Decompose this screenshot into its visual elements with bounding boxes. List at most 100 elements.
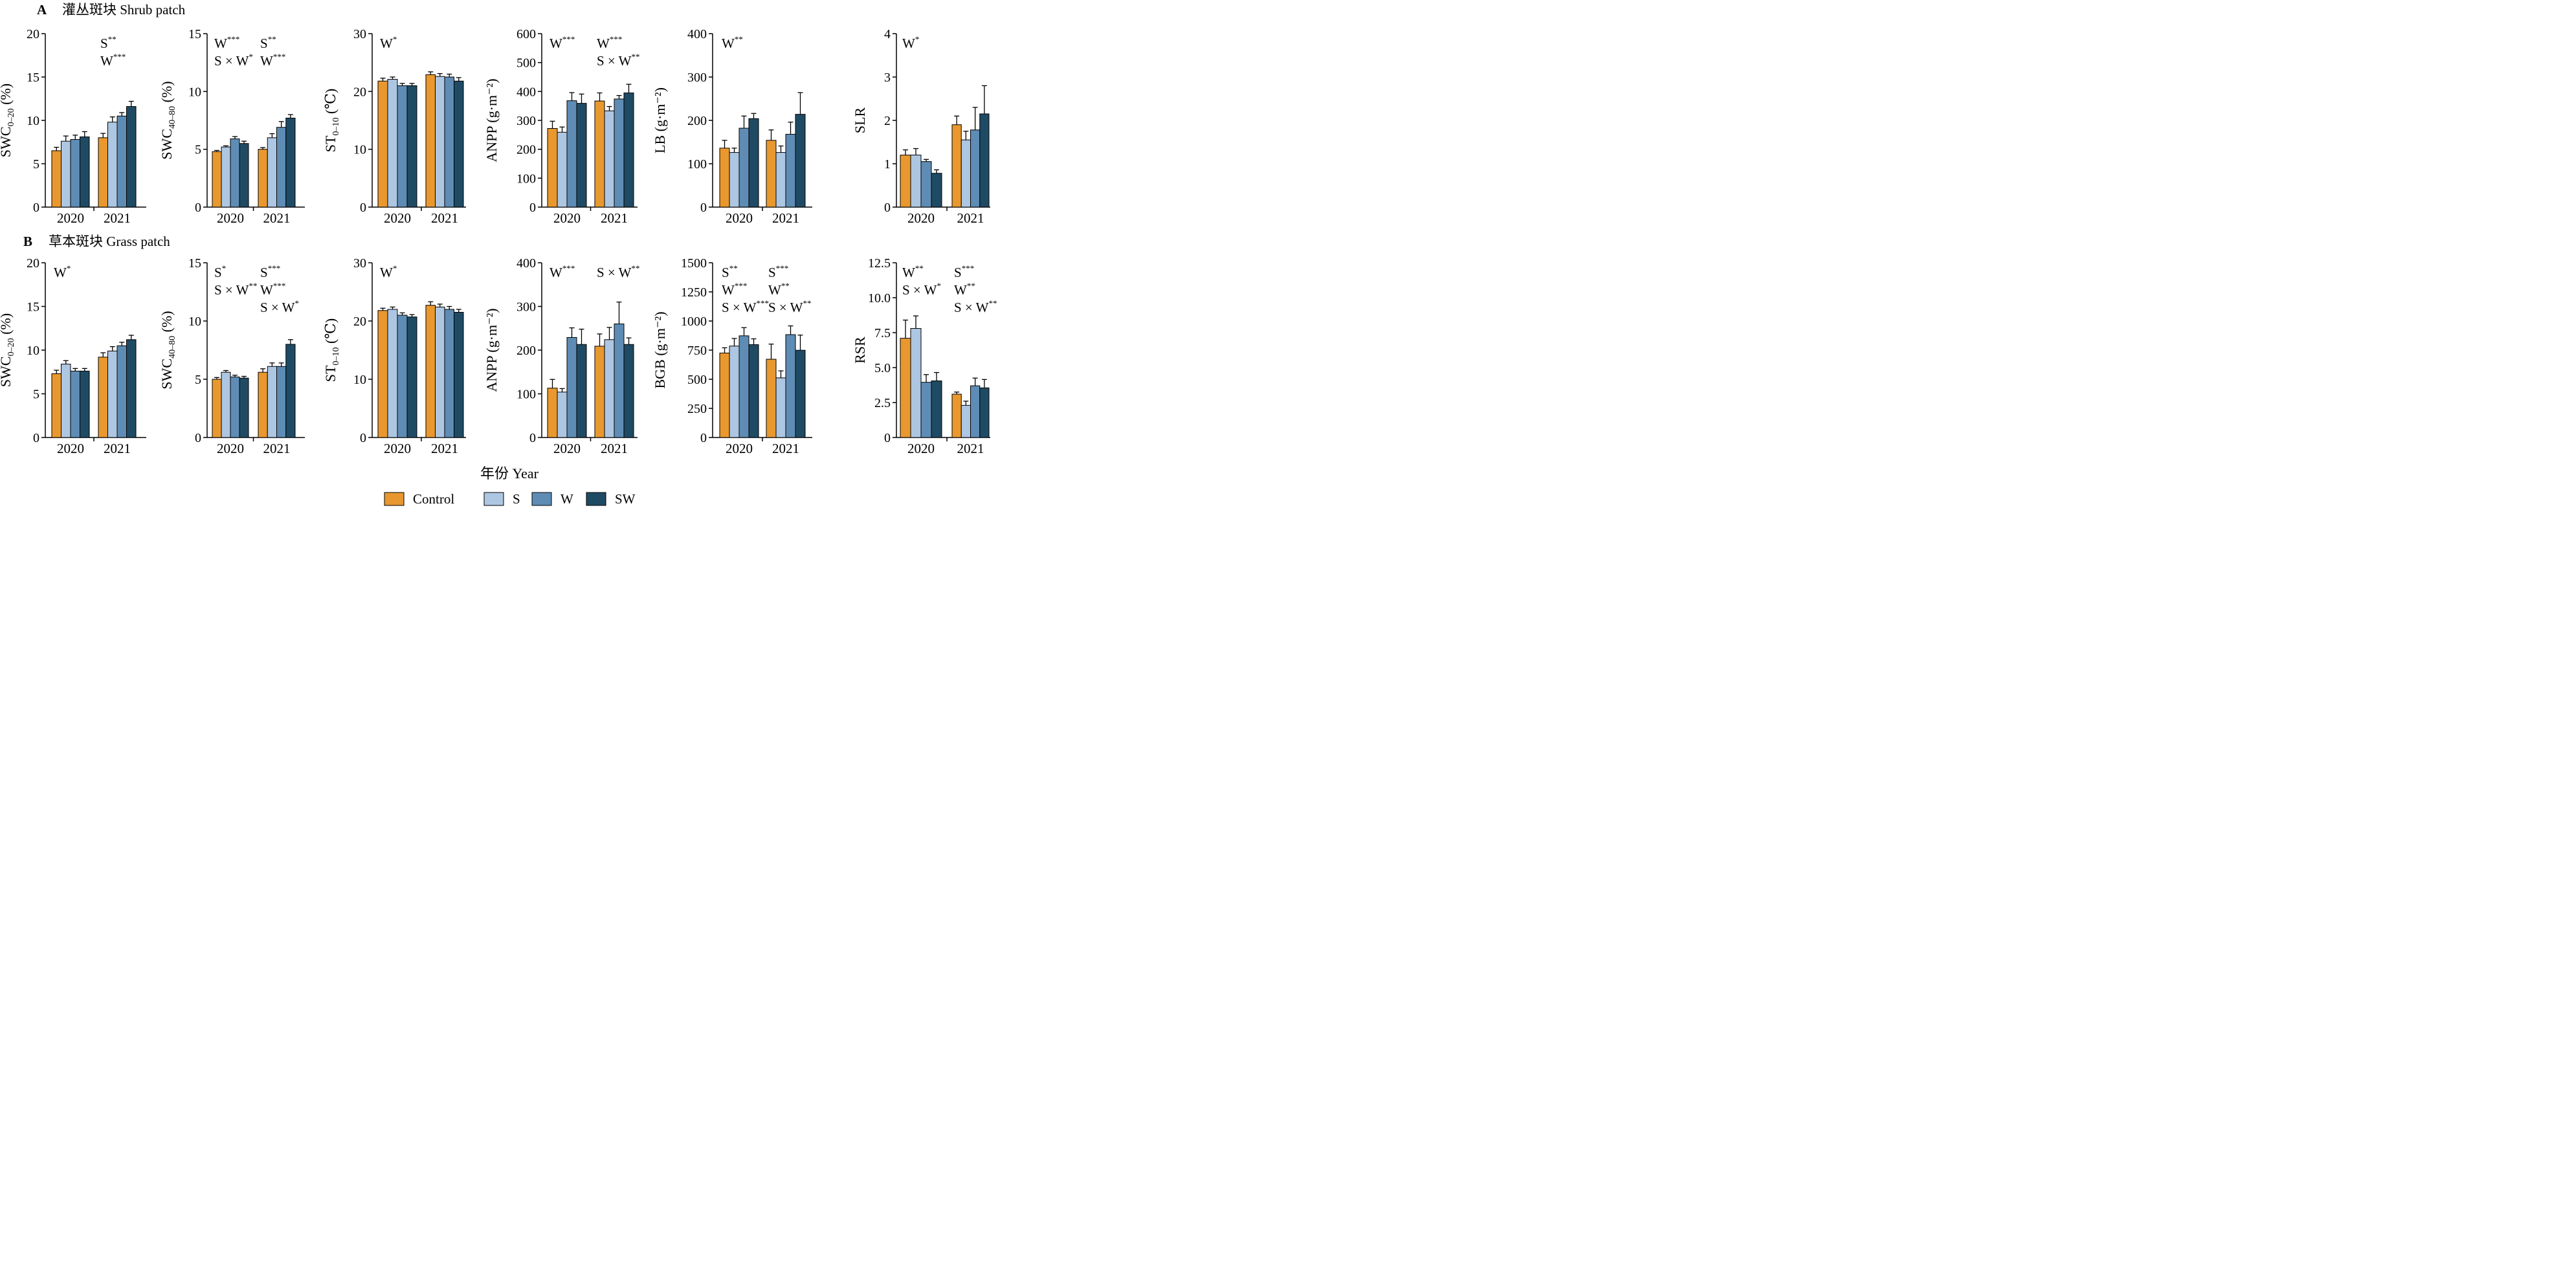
bar-s-2020 <box>729 346 740 438</box>
bar-s-2021 <box>267 366 277 438</box>
chart-panel-a1: 0 5 10 15 20 SWC0–20 (%) 2020 2021 S**W*** <box>0 27 146 226</box>
bar-w-2020 <box>566 337 577 438</box>
legend: Control S W SW <box>384 491 636 507</box>
bar-w-2021 <box>614 98 625 208</box>
bar-s-2021 <box>267 137 277 208</box>
significance-label: W*** <box>550 34 575 51</box>
y-tick-label: 200 <box>516 344 536 358</box>
x-tick-label: 2021 <box>772 210 799 226</box>
y-tick-label: 2 <box>884 114 891 128</box>
bar-sw-2021 <box>285 117 296 208</box>
y-tick-label: 20 <box>353 85 366 99</box>
x-tick-label: 2020 <box>57 441 84 456</box>
section-b-label: 草本斑块 Grass patch <box>49 234 170 249</box>
y-tick-label: 200 <box>687 114 707 128</box>
y-tick-label: 0 <box>33 431 39 445</box>
significance-label: W*** <box>597 34 622 51</box>
x-tick-label: 2021 <box>263 441 291 456</box>
bar-sw-2020 <box>748 344 759 438</box>
bar-control-2020 <box>51 373 61 438</box>
bar-sw-2021 <box>795 349 806 438</box>
section-a-label: 灌丛斑块 Shrub patch <box>62 2 186 17</box>
x-tick-label: 2021 <box>772 441 799 456</box>
significance-label: W** <box>954 281 975 298</box>
y-tick-label: 10.0 <box>868 291 891 305</box>
y-tick-label: 300 <box>516 114 536 128</box>
bar-w-2021 <box>276 366 287 438</box>
significance-label: S × W** <box>214 281 257 298</box>
bar-control-2021 <box>594 346 605 438</box>
significance-label: W* <box>380 34 397 51</box>
legend-label: S <box>513 491 520 507</box>
bar-s-2021 <box>435 306 445 438</box>
significance-label: W*** <box>100 52 126 69</box>
y-tick-label: 0 <box>529 201 536 215</box>
y-tick-label: 30 <box>353 27 366 41</box>
bar-sw-2021 <box>979 113 990 208</box>
x-tick-label: 2020 <box>57 210 84 226</box>
bar-w-2021 <box>970 385 981 438</box>
bar-s-2020 <box>557 392 568 438</box>
y-tick-label: 300 <box>516 300 536 315</box>
x-tick-label: 2021 <box>431 210 458 226</box>
y-axis-label: SLR <box>852 107 868 134</box>
bar-control-2020 <box>547 128 558 208</box>
y-tick-label: 15 <box>27 300 39 315</box>
y-tick-label: 1250 <box>681 285 707 300</box>
significance-label: S × W** <box>597 52 639 69</box>
significance-label: S** <box>260 34 276 51</box>
bar-w-2020 <box>230 138 240 208</box>
significance-label: W* <box>54 263 71 280</box>
y-tick-label: 1 <box>884 157 891 172</box>
significance-label: S × W** <box>768 298 811 315</box>
y-tick-label: 0 <box>700 201 707 215</box>
x-tick-label: 2021 <box>601 441 628 456</box>
bar-sw-2020 <box>576 103 587 208</box>
y-tick-label: 0 <box>33 201 39 215</box>
bar-control-2020 <box>719 148 730 208</box>
y-axis-label: ANPP (g·m⁻²) <box>483 78 500 162</box>
x-axis-label: 年份 Year <box>480 465 539 482</box>
y-tick-label: 400 <box>687 27 707 41</box>
x-tick-label: 2020 <box>726 441 753 456</box>
x-tick-label: 2021 <box>957 441 984 456</box>
y-tick-label: 10 <box>27 344 39 358</box>
bar-w-2020 <box>920 161 932 208</box>
significance-label: W** <box>768 281 790 298</box>
bar-w-2020 <box>230 376 240 438</box>
x-tick-label: 2020 <box>726 210 753 226</box>
bar-control-2021 <box>258 149 268 208</box>
significance-label: S × W* <box>214 52 253 69</box>
bar-s-2020 <box>221 371 231 438</box>
y-axis-label: LB (g·m⁻²) <box>652 87 668 153</box>
y-tick-label: 20 <box>353 315 366 329</box>
legend-item-w: W <box>531 491 573 507</box>
x-tick-label: 2020 <box>384 441 411 456</box>
bar-sw-2020 <box>80 370 90 438</box>
y-tick-label: 1500 <box>681 256 707 271</box>
bar-sw-2021 <box>454 312 464 438</box>
y-tick-label: 5 <box>33 388 39 402</box>
y-axis-label: SWC0–20 (%) <box>0 83 16 157</box>
y-tick-label: 20 <box>27 27 39 41</box>
y-tick-label: 0 <box>700 431 707 445</box>
bar-sw-2021 <box>285 344 296 438</box>
x-tick-label: 2021 <box>104 210 131 226</box>
x-tick-label: 2020 <box>907 210 935 226</box>
section-a-header: A 灌丛斑块 Shrub patch <box>37 2 186 17</box>
legend-label: Control <box>413 491 454 507</box>
y-tick-label: 20 <box>27 256 39 271</box>
bar-s-2021 <box>775 152 786 208</box>
legend-swatch <box>384 492 405 506</box>
y-tick-label: 250 <box>687 402 707 416</box>
bar-sw-2020 <box>931 173 942 208</box>
x-tick-label: 2021 <box>104 441 131 456</box>
bar-s-2021 <box>775 377 786 438</box>
y-tick-label: 500 <box>516 56 536 71</box>
y-tick-label: 0 <box>529 431 536 445</box>
y-tick-label: 15 <box>188 256 201 271</box>
significance-label: S** <box>100 34 117 51</box>
bar-control-2020 <box>719 353 730 438</box>
bar-w-2020 <box>70 370 80 438</box>
bar-w-2021 <box>444 309 454 438</box>
